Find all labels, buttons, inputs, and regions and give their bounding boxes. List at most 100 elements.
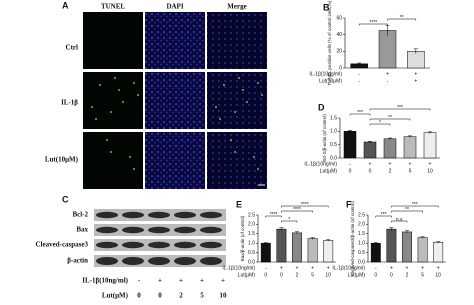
panel-letter: A — [62, 0, 69, 10]
row-value: 0 — [280, 272, 283, 278]
significance-bracket — [349, 113, 371, 116]
blot-row-value: 0 — [158, 292, 162, 300]
blot-row-value: + — [200, 277, 204, 285]
band — [200, 241, 222, 249]
y-axis-label: TUNEL positive cells (% of control cells… — [327, 0, 332, 85]
row-value: 2 — [389, 168, 392, 174]
y-axis-label: Bcl-2/β-actin (of control) — [322, 114, 327, 162]
significance-label: *** — [397, 105, 403, 111]
blot-label: β-actin — [67, 257, 88, 265]
row-value: + — [414, 71, 417, 77]
row-label: Lut(μM) — [320, 168, 338, 174]
western-blot — [94, 209, 226, 267]
row-label: Ctrl — [66, 44, 78, 52]
band — [122, 257, 144, 265]
y-tick-label: 2.5 — [248, 212, 255, 218]
green-dot — [219, 118, 221, 120]
band — [148, 257, 170, 265]
row-value: + — [327, 265, 330, 271]
green-dot — [99, 84, 101, 86]
blot-row-value: 2 — [179, 292, 183, 300]
row-value: + — [369, 161, 372, 167]
bar — [383, 138, 397, 159]
row-value: 2 — [406, 272, 409, 278]
green-dot — [215, 106, 217, 108]
blot-row-value: + — [221, 277, 225, 285]
row-value: - — [387, 78, 389, 84]
row-value: + — [421, 265, 424, 271]
green-dot — [242, 89, 244, 91]
significance-bracket — [391, 220, 408, 223]
blot-label: Bcl-2 — [72, 211, 88, 219]
significance-label: **** — [293, 207, 301, 213]
green-dot — [234, 111, 236, 113]
band — [174, 211, 196, 219]
row-value: - — [358, 78, 360, 84]
y-tick-label: 0 — [339, 65, 342, 71]
y-tick-label: 0.5 — [248, 250, 255, 256]
y-axis-label: Cleaved-caspase3/β-actin (of control) — [350, 201, 355, 276]
micrographs — [83, 12, 267, 189]
micrograph — [83, 12, 143, 69]
row-value: + — [390, 265, 393, 271]
band — [148, 226, 170, 234]
significance-bracket — [281, 210, 313, 213]
green-dot — [238, 77, 240, 79]
bar — [423, 132, 437, 159]
significance-bracket — [391, 210, 423, 213]
y-tick-label: 0.5 — [330, 142, 337, 148]
row-value: + — [409, 161, 412, 167]
band — [122, 241, 144, 249]
row-value: - — [358, 71, 360, 77]
row-value: + — [311, 265, 314, 271]
band — [148, 211, 170, 219]
significance-bracket — [281, 220, 298, 223]
row-label: Lut(μM) — [348, 272, 366, 278]
bar — [343, 131, 357, 159]
blot-label: Bax — [76, 226, 88, 234]
blot-row-label: IL-1β(10ng/ml) — [82, 277, 128, 285]
row-label: Lut(10μM) — [45, 156, 79, 164]
column-header: DAPI — [166, 3, 183, 11]
significance-bracket — [369, 123, 391, 126]
row-value: + — [414, 78, 417, 84]
significance-label: * — [379, 120, 381, 126]
significance-label: **** — [270, 212, 278, 218]
bar — [386, 228, 397, 263]
bar — [433, 242, 444, 263]
micrograph — [145, 72, 205, 129]
blot-row-value: 0 — [137, 292, 141, 300]
bar — [292, 232, 302, 263]
significance-bracket — [369, 108, 431, 111]
row-value: 5 — [311, 272, 314, 278]
green-dot — [137, 94, 139, 96]
bar — [378, 30, 397, 69]
row-label: Lut(10μM) — [319, 78, 342, 84]
band — [200, 226, 222, 234]
micrograph — [83, 132, 143, 189]
blot-row-value: 5 — [200, 292, 204, 300]
significance-label: *** — [381, 212, 387, 218]
y-tick-label: 40 — [336, 32, 342, 38]
row-value: 10 — [427, 168, 433, 174]
significance-label: n.s — [396, 217, 403, 223]
row-value: 5 — [409, 168, 412, 174]
row-value: + — [389, 161, 392, 167]
bar — [260, 242, 271, 263]
significance-label: **** — [301, 202, 309, 208]
blot-row-value: - — [138, 277, 141, 285]
row-value: 10 — [435, 272, 441, 278]
row-value: - — [375, 265, 377, 271]
bar — [402, 231, 412, 263]
panel-letter: D — [318, 102, 325, 112]
y-tick-label: 1.0 — [330, 129, 337, 135]
green-dot — [110, 111, 112, 113]
blot-row-value: + — [158, 277, 162, 285]
y-tick-label: 0.0 — [248, 259, 255, 265]
panel-letter: F — [346, 199, 352, 209]
green-dot — [223, 84, 225, 86]
significance-label: ** — [388, 115, 392, 121]
significance-bracket — [387, 18, 417, 21]
row-value: - — [265, 265, 267, 271]
